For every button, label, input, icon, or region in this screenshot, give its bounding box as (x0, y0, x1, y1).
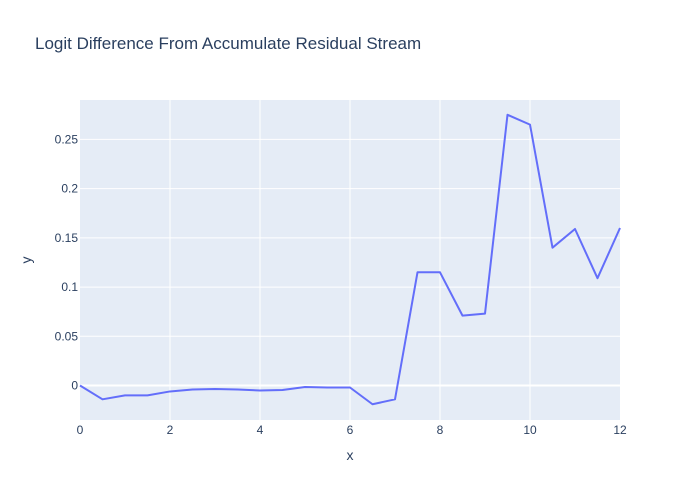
x-tick-label: 0 (77, 423, 84, 437)
series-line (79, 113, 621, 406)
x-tick-label: 10 (523, 423, 537, 437)
x-tick-labels: 0 2 4 6 8 10 12 (77, 423, 627, 437)
y-tick-label: 0.15 (55, 231, 79, 245)
x-axis-title: x (347, 447, 354, 463)
x-tick-label: 12 (613, 423, 627, 437)
x-tick-label: 8 (437, 423, 444, 437)
grid-lines (80, 100, 620, 420)
y-tick-labels: 0 0.05 0.1 0.15 0.2 0.25 (55, 132, 79, 392)
y-axis-title: y (18, 257, 34, 264)
y-tick-label: 0.1 (61, 280, 78, 294)
x-tick-label: 4 (257, 423, 264, 437)
x-tick-label: 2 (167, 423, 174, 437)
y-tick-label: 0.2 (61, 182, 78, 196)
series-layer (79, 113, 621, 406)
x-tick-label: 6 (347, 423, 354, 437)
y-tick-label: 0.25 (55, 132, 79, 146)
chart-title: Logit Difference From Accumulate Residua… (35, 34, 422, 53)
y-tick-label: 0.05 (55, 329, 79, 343)
y-tick-label: 0 (71, 379, 78, 393)
